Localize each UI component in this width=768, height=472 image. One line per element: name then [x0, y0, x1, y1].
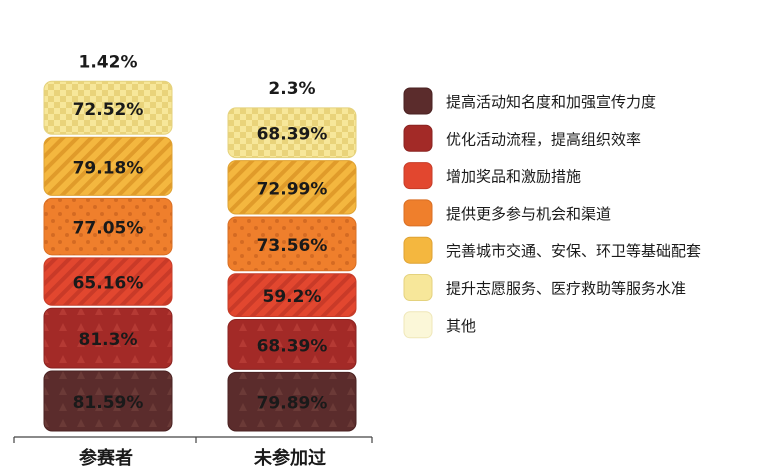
- axes: [13, 436, 373, 443]
- data-label: 68.39%: [257, 125, 328, 145]
- legend-swatch: [403, 199, 433, 227]
- legend-swatch: [403, 124, 433, 152]
- bar-segment: [43, 307, 173, 369]
- legend-label: 提供更多参与机会和渠道: [446, 205, 611, 223]
- legend-label: 提升志愿服务、医疗救助等服务水准: [446, 280, 686, 298]
- legend-label: 提高活动知名度和加强宣传力度: [446, 93, 656, 111]
- bar-segment: [227, 273, 357, 318]
- data-label: 72.52%: [73, 100, 144, 120]
- data-label: 65.16%: [73, 274, 144, 294]
- bar-segment: [43, 257, 173, 306]
- data-label: 68.39%: [257, 336, 328, 356]
- bar-segment: [43, 370, 173, 432]
- bar-segment: [227, 160, 357, 215]
- legend-swatch: [403, 274, 433, 301]
- legend-swatch: [403, 162, 433, 190]
- legend-label: 完善城市交通、安保、环卫等基础配套: [446, 242, 701, 260]
- data-label-other: 2.3%: [268, 79, 315, 99]
- bar-segment: [43, 197, 173, 256]
- category-labels: 参赛者 未参加过: [79, 447, 326, 469]
- legend-swatch: [403, 236, 433, 264]
- data-label: 73.56%: [257, 236, 328, 256]
- legend-label: 优化活动流程，提高组织效率: [446, 130, 641, 148]
- bar-segment: [43, 80, 173, 135]
- data-label: 81.3%: [79, 330, 138, 350]
- legend: 提高活动知名度和加强宣传力度优化活动流程，提高组织效率增加奖品和激励措施提供更多…: [403, 87, 701, 339]
- legend-label: 增加奖品和激励措施: [446, 168, 581, 186]
- bar-segment: [227, 107, 357, 159]
- category-label: 未参加过: [254, 447, 326, 469]
- bar-segment: [227, 216, 357, 272]
- data-label: 79.89%: [257, 394, 328, 414]
- data-label: 81.59%: [73, 393, 144, 413]
- bar-segment: [43, 136, 173, 196]
- data-label: 59.2%: [263, 287, 322, 307]
- category-label: 参赛者: [79, 447, 133, 469]
- data-label-other: 1.42%: [79, 52, 138, 72]
- data-label: 77.05%: [73, 219, 144, 239]
- bars: 81.59% 81.3% 65.16% 77.05% 79.18% 72.52% 1.42%…: [43, 52, 357, 432]
- legend-label: 其他: [446, 317, 476, 335]
- bar-segment: [227, 319, 357, 370]
- legend-swatch: [403, 87, 433, 115]
- legend-swatch: [403, 311, 433, 339]
- data-label: 72.99%: [257, 179, 328, 199]
- data-label: 79.18%: [73, 158, 144, 178]
- bar-segment: [227, 371, 357, 432]
